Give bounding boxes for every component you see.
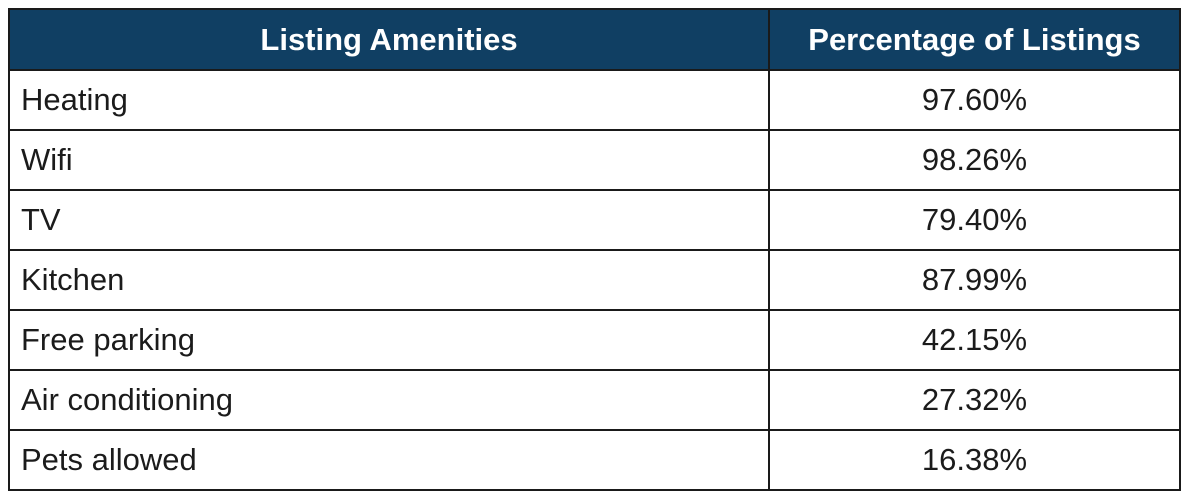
percentage-cell: 98.26% <box>768 129 1181 191</box>
amenities-table: Listing Amenities Percentage of Listings… <box>8 8 1181 491</box>
table-row: TV 79.40% <box>8 189 1181 251</box>
amenity-cell: Heating <box>8 69 770 131</box>
percentage-cell: 16.38% <box>768 429 1181 491</box>
table-header-row: Listing Amenities Percentage of Listings <box>8 8 1181 71</box>
amenities-table-container: Listing Amenities Percentage of Listings… <box>8 8 1181 491</box>
table-row: Air conditioning 27.32% <box>8 369 1181 431</box>
amenity-cell: Air conditioning <box>8 369 770 431</box>
percentage-cell: 42.15% <box>768 309 1181 371</box>
table-row: Pets allowed 16.38% <box>8 429 1181 491</box>
amenity-cell: TV <box>8 189 770 251</box>
percentage-cell: 87.99% <box>768 249 1181 311</box>
percentage-cell: 97.60% <box>768 69 1181 131</box>
table-row: Free parking 42.15% <box>8 309 1181 371</box>
amenity-cell: Pets allowed <box>8 429 770 491</box>
table-row: Kitchen 87.99% <box>8 249 1181 311</box>
table-row: Wifi 98.26% <box>8 129 1181 191</box>
header-listing-amenities: Listing Amenities <box>8 8 770 71</box>
percentage-cell: 27.32% <box>768 369 1181 431</box>
header-percentage-of-listings: Percentage of Listings <box>768 8 1181 71</box>
amenity-cell: Kitchen <box>8 249 770 311</box>
amenity-cell: Wifi <box>8 129 770 191</box>
percentage-cell: 79.40% <box>768 189 1181 251</box>
table-row: Heating 97.60% <box>8 69 1181 131</box>
amenity-cell: Free parking <box>8 309 770 371</box>
